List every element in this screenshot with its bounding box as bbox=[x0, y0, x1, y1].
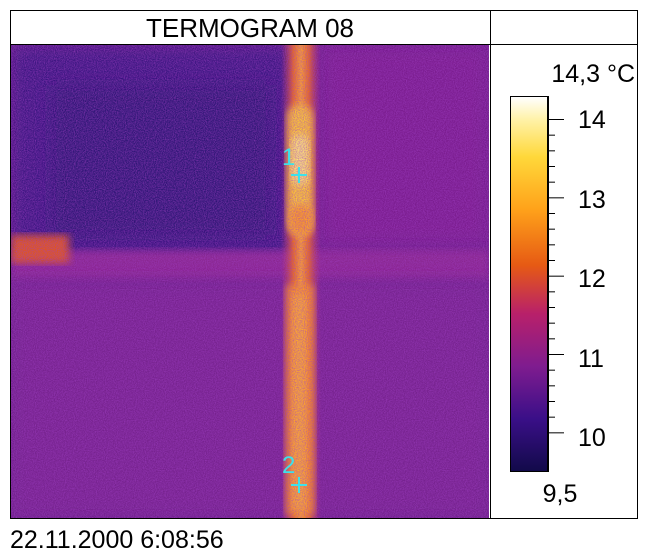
timestamp: 22.11.2000 6:08:56 bbox=[10, 526, 224, 554]
thermogram-title: TERMOGRAM 08 bbox=[145, 13, 355, 43]
scale-divider bbox=[490, 10, 491, 519]
tick-label-10: 10 bbox=[578, 424, 606, 452]
marker-2-crosshair[interactable] bbox=[291, 477, 307, 493]
thermal-image bbox=[11, 45, 489, 518]
color-scale-bar bbox=[510, 96, 548, 472]
thermal-image-svg bbox=[11, 45, 489, 518]
scale-ticks bbox=[548, 96, 564, 472]
marker-2-label: 2 bbox=[282, 452, 296, 479]
marker-1-label: 1 bbox=[282, 144, 296, 171]
tick-label-13: 13 bbox=[578, 186, 606, 214]
tick-label-12: 12 bbox=[578, 265, 606, 293]
tick-label-14: 14 bbox=[578, 106, 606, 134]
scale-min-label: 9,5 bbox=[542, 480, 578, 508]
tick-label-11: 11 bbox=[578, 345, 604, 373]
marker-1-crosshair[interactable] bbox=[291, 167, 307, 183]
sensor-noise bbox=[11, 45, 489, 518]
title-divider bbox=[10, 44, 638, 45]
scale-max-label: 14,3 °C bbox=[551, 60, 635, 88]
